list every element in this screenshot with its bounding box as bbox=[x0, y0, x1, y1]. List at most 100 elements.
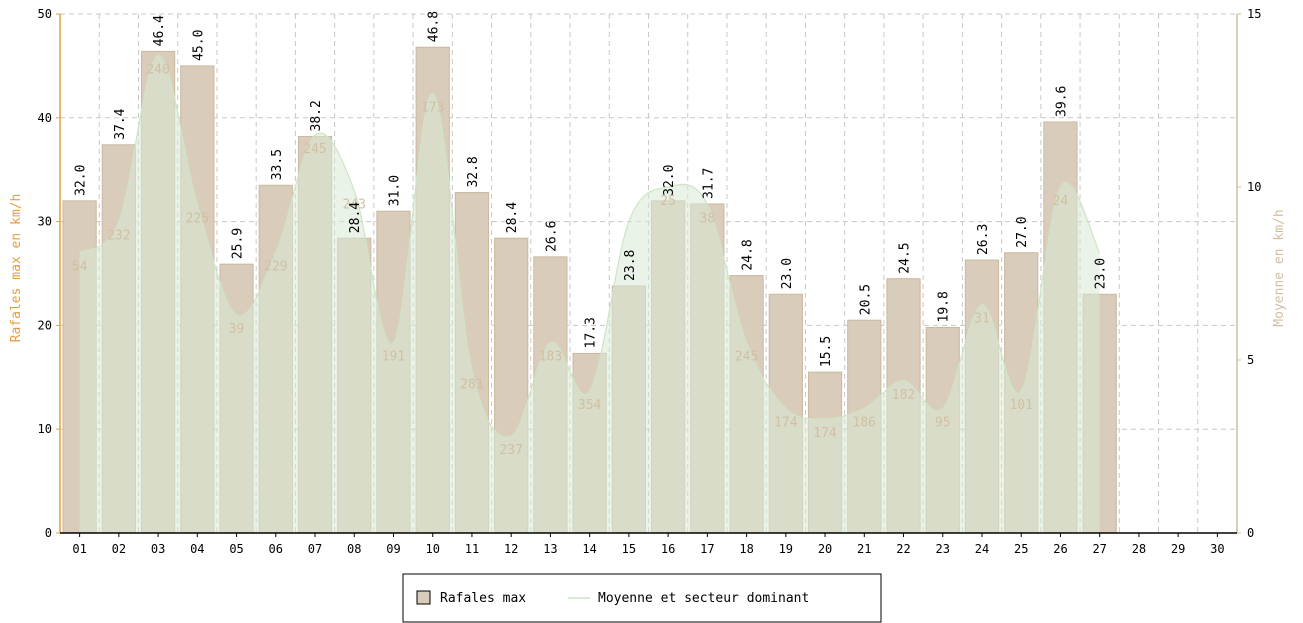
x-tick-label: 29 bbox=[1171, 542, 1185, 556]
average-line bbox=[79, 54, 1101, 438]
sector-label: 245 bbox=[303, 142, 326, 157]
legend-line-label: Moyenne et secteur dominant bbox=[598, 591, 809, 606]
x-tick-label: 08 bbox=[347, 542, 361, 556]
bar-value-label: 23.8 bbox=[623, 250, 638, 281]
bar-value-label: 26.6 bbox=[544, 221, 559, 252]
y2-tick-label: 10 bbox=[1247, 180, 1261, 194]
sector-label: 186 bbox=[853, 415, 876, 430]
y-tick-label: 0 bbox=[45, 526, 52, 540]
data-labels: 54 232 240 225 39 229 245 243 191 173 281 237 183 354… bbox=[72, 11, 1109, 458]
x-tick-label: 15 bbox=[622, 542, 636, 556]
bar-value-label: 37.4 bbox=[113, 108, 128, 139]
bar-value-label: 20.5 bbox=[858, 284, 873, 315]
average-area bbox=[79, 54, 1101, 533]
bar-value-label: 39.6 bbox=[1054, 86, 1069, 117]
y2-tick-label: 5 bbox=[1247, 353, 1254, 367]
legend-bar-label: Rafales max bbox=[440, 591, 526, 606]
y-axis-title: Rafales max en km/h bbox=[9, 194, 24, 343]
x-tick-label: 04 bbox=[190, 542, 204, 556]
sector-label: 25 bbox=[660, 194, 676, 209]
y-tick-label: 50 bbox=[38, 7, 52, 21]
x-tick-label: 24 bbox=[975, 542, 989, 556]
x-tick-label: 14 bbox=[582, 542, 596, 556]
sector-label: 225 bbox=[186, 211, 209, 226]
x-tick-label: 12 bbox=[504, 542, 518, 556]
bar-value-label: 23.0 bbox=[1094, 258, 1109, 289]
bar-value-label: 32.8 bbox=[466, 156, 481, 187]
x-tick-label: 02 bbox=[112, 542, 126, 556]
y-tick-label: 20 bbox=[38, 318, 52, 332]
sector-label: 174 bbox=[813, 426, 837, 441]
x-tick-label: 16 bbox=[661, 542, 675, 556]
sector-label: 354 bbox=[578, 398, 602, 413]
x-tick-label: 25 bbox=[1014, 542, 1028, 556]
sector-label: 240 bbox=[146, 63, 169, 78]
bar-value-label: 33.5 bbox=[270, 149, 285, 180]
x-tick-label: 20 bbox=[818, 542, 832, 556]
legend-bar-swatch bbox=[416, 590, 431, 605]
legend-box bbox=[402, 573, 882, 623]
sector-label: 281 bbox=[460, 377, 483, 392]
x-tick-label: 21 bbox=[857, 542, 871, 556]
sector-label: 183 bbox=[539, 350, 562, 365]
x-tick-label: 03 bbox=[151, 542, 165, 556]
bar-value-label: 45.0 bbox=[191, 30, 206, 61]
y-tick-label: 40 bbox=[38, 111, 52, 125]
x-tick-label: 11 bbox=[465, 542, 479, 556]
average-area-fill bbox=[79, 55, 1100, 533]
bar-value-label: 24.8 bbox=[741, 239, 756, 270]
sector-label: 191 bbox=[382, 350, 405, 365]
x-tick-label: 05 bbox=[229, 542, 243, 556]
x-tick-label: 09 bbox=[386, 542, 400, 556]
sector-label: 39 bbox=[229, 322, 245, 337]
sector-label: 182 bbox=[892, 388, 915, 403]
sector-label: 173 bbox=[421, 101, 444, 116]
sector-label: 31 bbox=[974, 312, 990, 327]
x-tick-label: 07 bbox=[308, 542, 322, 556]
bar-value-label: 17.3 bbox=[584, 317, 599, 348]
x-tick-label: 28 bbox=[1132, 542, 1146, 556]
bar-value-label: 28.4 bbox=[348, 202, 363, 233]
bar-value-label: 27.0 bbox=[1015, 216, 1030, 247]
x-tick-label: 18 bbox=[739, 542, 753, 556]
y2-axis-title: Moyenne en km/h bbox=[1272, 209, 1287, 326]
sector-label: 237 bbox=[499, 443, 522, 458]
x-tick-label: 27 bbox=[1092, 542, 1106, 556]
x-tick-label: 17 bbox=[700, 542, 714, 556]
sector-label: 243 bbox=[343, 197, 366, 212]
bar-value-label: 28.4 bbox=[505, 202, 520, 233]
bar-value-label: 46.8 bbox=[427, 11, 442, 42]
sector-label: 24 bbox=[1053, 194, 1069, 209]
bar-value-label: 46.4 bbox=[152, 15, 167, 46]
x-tick-label: 10 bbox=[425, 542, 439, 556]
x-tick-label: 30 bbox=[1210, 542, 1224, 556]
sector-label: 229 bbox=[264, 260, 287, 275]
x-tick-label: 23 bbox=[936, 542, 950, 556]
y2-tick-label: 15 bbox=[1247, 7, 1261, 21]
sector-label: 101 bbox=[1009, 398, 1032, 413]
x-tick-label: 26 bbox=[1053, 542, 1067, 556]
bar-value-label: 31.0 bbox=[387, 175, 402, 206]
x-tick-label: 22 bbox=[896, 542, 910, 556]
sector-label: 245 bbox=[735, 350, 758, 365]
sector-label: 174 bbox=[774, 415, 798, 430]
bar-value-label: 38.2 bbox=[309, 100, 324, 131]
bar-value-label: 26.3 bbox=[976, 224, 991, 255]
y-tick-label: 10 bbox=[38, 422, 52, 436]
bar-value-label: 32.0 bbox=[662, 165, 677, 196]
bar-value-label: 15.5 bbox=[819, 336, 834, 367]
bar-value-label: 24.5 bbox=[898, 242, 913, 273]
x-tick-label: 06 bbox=[269, 542, 283, 556]
bar-value-label: 25.9 bbox=[231, 228, 246, 259]
bar-value-label: 23.0 bbox=[780, 258, 795, 289]
sector-label: 232 bbox=[107, 229, 130, 244]
x-tick-label: 19 bbox=[779, 542, 793, 556]
y-tick-label: 30 bbox=[38, 215, 52, 229]
sector-label: 95 bbox=[935, 415, 951, 430]
y2-tick-label: 0 bbox=[1247, 526, 1254, 540]
sector-label: 54 bbox=[72, 260, 88, 275]
bar-value-label: 32.0 bbox=[74, 165, 89, 196]
x-tick-label: 13 bbox=[543, 542, 557, 556]
